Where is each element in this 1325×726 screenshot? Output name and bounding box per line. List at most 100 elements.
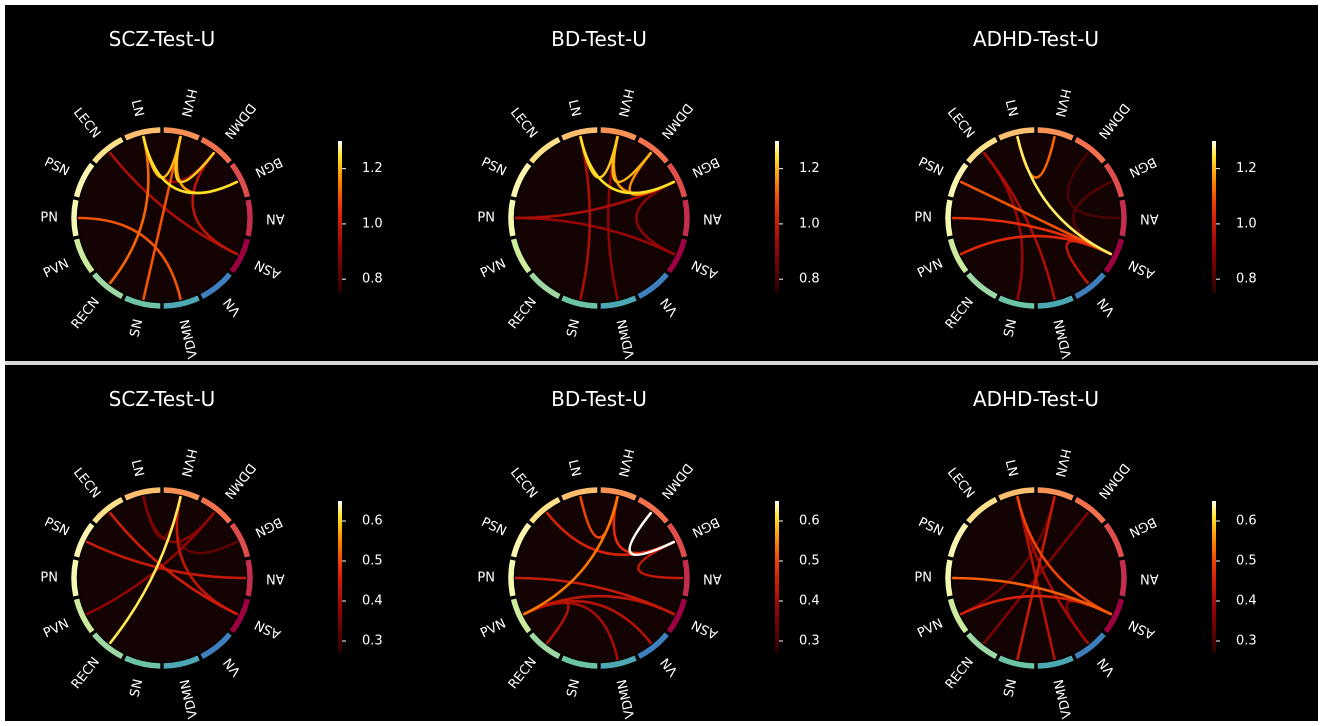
label-vn: VN	[658, 655, 681, 679]
ring-vdmn	[163, 295, 200, 309]
panel-title: ADHD-Test-U	[973, 27, 1099, 51]
chord-diagram: SCZ-Test-U HVN DDMN BGN AN ASN VN VDMN SN RECN PVN…	[40, 27, 383, 360]
label-pn: PN	[477, 211, 495, 226]
ring-vn	[200, 632, 232, 659]
label-bgn: BGN	[1126, 154, 1158, 180]
ring-asn	[666, 598, 688, 634]
ring-pn	[71, 559, 79, 597]
ring-sn	[998, 655, 1035, 669]
colorbar	[338, 501, 342, 653]
label-lecn: LECN	[70, 105, 103, 141]
label-vdmn: VDMN	[1052, 678, 1075, 720]
label-pn: PN	[477, 571, 495, 586]
ring-hvn	[1037, 487, 1074, 501]
ring-recn	[966, 632, 998, 659]
label-ddmn: DDMN	[221, 100, 258, 141]
link-ddmn-asn	[191, 151, 239, 256]
label-hvn: HVN	[615, 447, 636, 478]
panel-scz-bottom: SCZ-Test-U HVN DDMN BGN AN ASN VN VDMN SN RECN PVN…	[5, 365, 442, 721]
ring-an	[682, 199, 690, 237]
ring-psn	[947, 162, 969, 198]
panel-bd-bottom: BD-Test-U HVN DDMN BGN AN ASN VN VDMN SN RECN PVN P…	[442, 365, 879, 721]
ring-pvn	[73, 598, 95, 634]
link-hvn-recn	[108, 495, 182, 645]
colorbar-tick-label: 1.2	[1236, 161, 1257, 176]
ring-sn	[124, 655, 161, 669]
label-vn: VN	[221, 295, 244, 319]
ring-psn	[510, 162, 532, 198]
label-vdmn: VDMN	[178, 318, 201, 360]
label-lecn: LECN	[944, 105, 977, 141]
ring-recn	[529, 272, 561, 299]
label-bgn: BGN	[689, 154, 721, 180]
label-an: AN	[703, 571, 722, 586]
colorbar-tick-label: 0.6	[799, 514, 820, 529]
label-psn: PSN	[916, 515, 946, 540]
ring-vn	[637, 632, 669, 659]
label-ln: LN	[128, 98, 146, 118]
ring-ln	[998, 127, 1035, 141]
ring-ddmn	[200, 497, 232, 524]
ring-an	[245, 199, 253, 237]
colorbar-tick-label: 0.6	[1236, 514, 1257, 529]
ring-vdmn	[1037, 655, 1074, 669]
ring-lecn	[529, 497, 561, 524]
chord-background	[515, 494, 683, 662]
label-pn: PN	[40, 571, 58, 586]
ring-psn	[73, 162, 95, 198]
ring-psn	[510, 522, 532, 558]
label-sn: SN	[565, 318, 584, 339]
label-recn: RECN	[506, 655, 540, 693]
ring-hvn	[163, 127, 200, 141]
ring-asn	[666, 238, 688, 274]
panel-title: BD-Test-U	[551, 387, 647, 411]
label-lecn: LECN	[70, 465, 103, 501]
colorbar-tick-label: 0.3	[799, 634, 820, 649]
link-pn-vdmn	[77, 216, 182, 301]
label-psn: PSN	[42, 515, 72, 540]
ring-ddmn	[637, 497, 669, 524]
label-ln: LN	[1002, 98, 1020, 118]
label-an: AN	[1140, 211, 1159, 226]
chord-background	[78, 494, 246, 662]
label-hvn: HVN	[178, 87, 199, 118]
chord-background	[515, 134, 683, 302]
label-psn: PSN	[42, 155, 72, 180]
panel-scz-top: SCZ-Test-U HVN DDMN BGN AN ASN VN VDMN SN RECN PVN…	[5, 5, 442, 361]
label-sn: SN	[565, 678, 584, 699]
label-vn: VN	[658, 295, 681, 319]
chord-diagram: ADHD-Test-U HVN DDMN BGN AN ASN VN VDMN SN RECN PV…	[914, 387, 1257, 720]
label-pvn: PVN	[478, 616, 508, 641]
label-an: AN	[266, 571, 285, 586]
colorbar-tick-label: 1.0	[362, 216, 383, 231]
ring-asn	[229, 238, 251, 274]
ring-vn	[200, 272, 232, 299]
label-vdmn: VDMN	[178, 678, 201, 720]
label-vn: VN	[1095, 655, 1118, 679]
label-recn: RECN	[69, 295, 103, 333]
panel-adhd-bottom: ADHD-Test-U HVN DDMN BGN AN ASN VN VDMN SN RECN PV…	[879, 365, 1316, 721]
label-ln: LN	[565, 98, 583, 118]
ring-ln	[124, 487, 161, 501]
ring-bgn	[666, 162, 688, 198]
colorbar-tick-label: 0.6	[362, 514, 383, 529]
label-vdmn: VDMN	[615, 318, 638, 360]
ring-ln	[998, 487, 1035, 501]
ring-pn	[508, 559, 516, 597]
ring-pvn	[510, 598, 532, 634]
link-pn-asn	[514, 576, 676, 616]
ring-ddmn	[200, 137, 232, 164]
ring-bgn	[229, 522, 251, 558]
label-recn: RECN	[69, 655, 103, 693]
link-ln-asn	[1016, 495, 1113, 616]
label-ddmn: DDMN	[1095, 460, 1132, 501]
ring-ddmn	[1074, 137, 1106, 164]
colorbar-tick-label: 0.4	[799, 594, 820, 609]
label-vn: VN	[1095, 295, 1118, 319]
ring-vdmn	[600, 655, 637, 669]
label-bgn: BGN	[1126, 514, 1158, 540]
ring-vn	[637, 272, 669, 299]
ring-hvn	[163, 487, 200, 501]
label-hvn: HVN	[1052, 447, 1073, 478]
label-ln: LN	[1002, 458, 1020, 478]
